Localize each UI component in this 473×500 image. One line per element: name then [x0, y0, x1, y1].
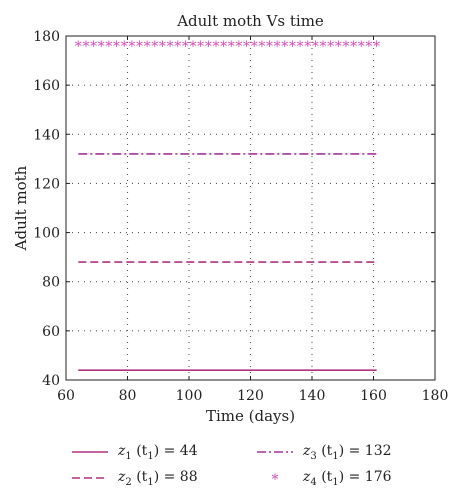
- x-tick-label: 120: [237, 388, 264, 404]
- chart-title: Adult moth Vs time: [176, 12, 324, 30]
- series-star-marker: *: [197, 39, 204, 55]
- plot-frame: [65, 35, 436, 381]
- series-star-marker: *: [297, 39, 304, 55]
- legend-label: z4 (t1) = 176: [303, 468, 392, 488]
- series-layer: * * * * * * * * * * * * * * * * * * * * * * * * * * * * * * * * * * * * * * * *: [75, 39, 380, 371]
- series-star-marker: *: [327, 39, 334, 55]
- series-star-marker: *: [182, 39, 189, 55]
- series-star-marker: *: [266, 39, 273, 55]
- y-tick-label: 140: [33, 127, 60, 143]
- series-star-marker: *: [304, 39, 311, 55]
- series-star-marker: *: [235, 39, 242, 55]
- y-tick-label: 80: [42, 275, 60, 291]
- legend-label: z1 (t1) = 44: [118, 442, 198, 462]
- series-star-marker: *: [281, 39, 288, 55]
- series-star-marker: *: [128, 39, 135, 55]
- series-star-marker: *: [105, 39, 112, 55]
- series-star-marker: *: [373, 39, 380, 55]
- series-4: * * * * * * * * * * * * * * * * * * * * * * * * * * * * * * * * * * * * * * * *: [75, 39, 380, 55]
- series-star-marker: *: [151, 39, 158, 55]
- series-star-marker: *: [350, 39, 357, 55]
- x-tick-label: 60: [57, 388, 75, 404]
- series-star-marker: *: [251, 39, 258, 55]
- legend-swatch: *: [272, 472, 279, 488]
- y-tick-label: 180: [33, 29, 60, 45]
- series-star-marker: *: [320, 39, 327, 55]
- legend: z1 (t1) = 44 z2 (t1) = 88 z3 (t1) = 132 * z4…: [0, 430, 473, 500]
- series-star-marker: *: [190, 39, 197, 55]
- series-star-marker: *: [365, 39, 372, 55]
- legend-swatch: [72, 451, 108, 453]
- legend-item-1: z1 (t1) = 44: [70, 442, 198, 462]
- legend-swatch: [72, 477, 108, 479]
- legend-star-marker: *: [272, 472, 279, 488]
- x-tick-label: 100: [176, 388, 203, 404]
- series-star-marker: *: [258, 39, 265, 55]
- series-star-marker: *: [136, 39, 143, 55]
- series-star-marker: *: [228, 39, 235, 55]
- y-tick-label: 120: [33, 176, 60, 192]
- series-star-marker: *: [274, 39, 281, 55]
- series-star-marker: *: [335, 39, 342, 55]
- y-tick-label: 100: [33, 226, 60, 242]
- series-star-marker: *: [98, 39, 105, 55]
- series-star-marker: *: [212, 39, 219, 55]
- series-star-marker: *: [174, 39, 181, 55]
- series-star-marker: *: [82, 39, 89, 55]
- series-star-marker: *: [75, 39, 82, 55]
- legend-item-3: z3 (t1) = 132: [255, 442, 392, 462]
- series-star-marker: *: [90, 39, 97, 55]
- series-star-marker: *: [167, 39, 174, 55]
- series-star-marker: *: [205, 39, 212, 55]
- series-star-marker: *: [159, 39, 166, 55]
- x-tick-label: 160: [360, 388, 387, 404]
- series-star-marker: *: [121, 39, 128, 55]
- series-star-marker: *: [113, 39, 120, 55]
- legend-swatch: [257, 451, 293, 453]
- y-tick-label: 60: [42, 324, 60, 340]
- y-tick-label: 40: [42, 373, 60, 389]
- legend-item-4: * z4 (t1) = 176: [255, 468, 392, 488]
- x-tick-label: 180: [422, 388, 449, 404]
- series-star-marker: *: [342, 39, 349, 55]
- x-tick-label: 140: [299, 388, 326, 404]
- y-axis-label: Adult moth: [12, 165, 30, 251]
- series-star-marker: *: [312, 39, 319, 55]
- legend-label: z2 (t1) = 88: [118, 468, 198, 488]
- x-axis-label: Time (days): [206, 407, 295, 425]
- grid-layer: [66, 36, 435, 380]
- series-star-marker: *: [144, 39, 151, 55]
- legend-label: z3 (t1) = 132: [303, 442, 392, 462]
- x-tick-label: 80: [119, 388, 137, 404]
- series-star-marker: *: [358, 39, 365, 55]
- series-star-marker: *: [243, 39, 250, 55]
- legend-item-2: z2 (t1) = 88: [70, 468, 198, 488]
- series-star-marker: *: [220, 39, 227, 55]
- series-star-marker: *: [289, 39, 296, 55]
- y-tick-label: 160: [33, 78, 60, 94]
